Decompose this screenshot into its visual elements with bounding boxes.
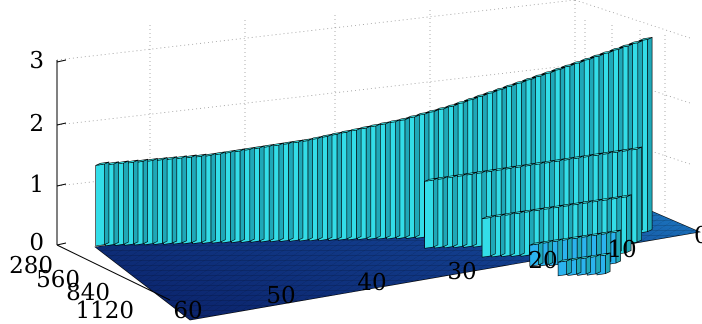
y-tick-label: 840 bbox=[66, 280, 110, 306]
axis-line bbox=[56, 244, 171, 301]
z-tick-label: 3 bbox=[29, 48, 44, 74]
bar bbox=[95, 161, 110, 247]
bar bbox=[557, 258, 572, 277]
z-tick bbox=[56, 242, 67, 246]
bar bbox=[529, 241, 544, 267]
bar bbox=[481, 214, 496, 258]
y-tick-label: 280 bbox=[9, 253, 53, 279]
z-tick-label: 0 bbox=[29, 230, 44, 256]
x-tick-label: 0 bbox=[694, 223, 702, 249]
z-tick-label: 2 bbox=[29, 111, 44, 137]
x-tick-label: 20 bbox=[528, 248, 557, 274]
y-tick-label: 560 bbox=[36, 267, 80, 293]
y-tick-label: 1120 bbox=[75, 298, 134, 324]
gridline bbox=[56, 64, 576, 126]
z-tick-label: 1 bbox=[29, 172, 44, 198]
gridline bbox=[56, 0, 576, 61]
x-tick-label: 50 bbox=[266, 283, 295, 309]
z-tick bbox=[56, 183, 67, 187]
z-tick bbox=[56, 122, 67, 126]
x-tick-label: 30 bbox=[447, 259, 476, 285]
x-tick-label: 10 bbox=[607, 237, 636, 263]
bar bbox=[134, 158, 148, 246]
z-tick bbox=[56, 59, 67, 63]
axes bbox=[56, 59, 171, 301]
bar bbox=[424, 177, 439, 249]
bars bbox=[95, 36, 653, 277]
gridline bbox=[574, 0, 691, 39]
x-tick-label: 60 bbox=[173, 298, 202, 324]
x-tick-label: 40 bbox=[357, 270, 386, 296]
